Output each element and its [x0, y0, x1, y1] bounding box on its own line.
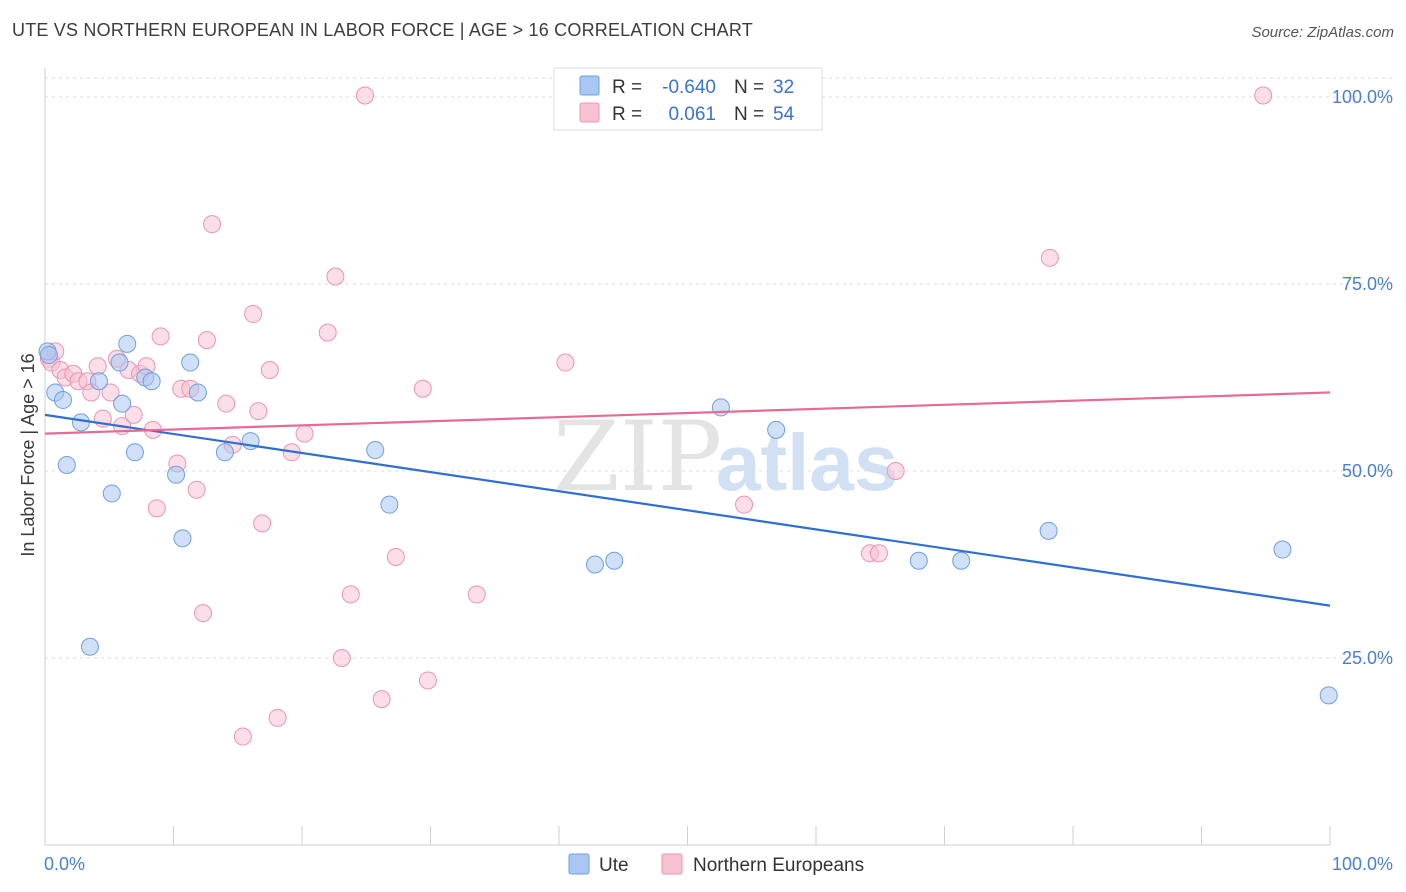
ute-point [167, 465, 186, 484]
legend-n-value-ute: 32 [773, 77, 794, 98]
northern-europeans-point [233, 727, 252, 746]
ute-point [173, 529, 192, 548]
northern-europeans-point [197, 331, 216, 350]
northern-europeans-point [318, 323, 337, 342]
northern-europeans-point [253, 514, 272, 533]
x-tick-label: 100.0% [1332, 854, 1393, 874]
northern-europeans-point [341, 585, 360, 604]
y-tick-label: 75.0% [1342, 274, 1393, 294]
series-ute-points [38, 334, 1338, 705]
trend-lines [44, 391, 1331, 607]
northern-europeans-point [467, 585, 486, 604]
northern-europeans-point [187, 480, 206, 499]
ute-point [80, 637, 99, 656]
northern-europeans-point [260, 361, 279, 380]
northern-europeans-point [332, 649, 351, 667]
ute-point [53, 390, 72, 409]
legend-r-label-ute: R = [612, 77, 642, 98]
watermark-atlas: atlas [716, 418, 898, 507]
ute-point [39, 346, 58, 365]
northern-europeans-point [151, 327, 170, 346]
watermark: ZIP atlas [553, 401, 898, 513]
ute-point [113, 394, 132, 413]
ute-point [380, 495, 399, 514]
ute-point [57, 456, 76, 475]
ute-point [711, 398, 730, 417]
bottom-legend-label-northern-europeans: Northern Europeans [693, 855, 864, 876]
northern-europeans-point [326, 267, 345, 286]
northern-europeans-point [735, 495, 754, 514]
northern-europeans-point [268, 708, 287, 727]
x-tick-labels: 0.0% 100.0% [44, 854, 1393, 874]
northern-europeans-point [886, 462, 905, 480]
ute-point [102, 484, 121, 503]
ute-point [952, 551, 971, 570]
northern-europeans-point [418, 671, 437, 690]
ute-point [188, 383, 207, 402]
northern-europeans-point [244, 304, 263, 323]
ute-point [1273, 540, 1292, 559]
northern-europeans-point [372, 690, 391, 709]
northern-europeans-point [194, 604, 213, 623]
northern-europeans-point [355, 86, 374, 105]
ute-point [215, 443, 234, 462]
northern-europeans-point [203, 215, 222, 234]
northern-europeans-point [556, 353, 575, 372]
x-tick-label: 0.0% [44, 854, 85, 874]
ute-point [89, 372, 108, 391]
chart-source: Source: ZipAtlas.com [1251, 24, 1394, 41]
y-tick-label: 100.0% [1332, 87, 1393, 107]
legend-r-value-northern-europeans: 0.061 [668, 104, 716, 125]
bottom-legend-label-ute: Ute [599, 855, 629, 876]
grid-lines [45, 77, 1393, 659]
y-tick-label: 25.0% [1342, 648, 1393, 668]
northern-europeans-point [101, 383, 120, 402]
legend-n-value-northern-europeans: 54 [773, 104, 795, 125]
y-tick-labels: 25.0% 50.0% 75.0% 100.0% [1332, 87, 1393, 668]
y-axis-label: In Labor Force | Age > 16 [18, 353, 38, 556]
axes [44, 68, 1331, 846]
ute-point [181, 353, 200, 372]
ute-trend-line [44, 413, 1331, 607]
legend-swatch-northern-europeans [579, 102, 600, 123]
ute-point [71, 413, 90, 432]
ute-point [125, 443, 144, 462]
ute-point [767, 420, 786, 439]
northern-europeans-point [1040, 248, 1059, 267]
ute-point [909, 551, 928, 570]
watermark-zip: ZIP [553, 401, 722, 513]
northern-europeans-point [869, 544, 888, 563]
legend: R = -0.640 N = 32 R = 0.061 N = 54 [553, 67, 823, 131]
legend-n-label-northern-europeans: N = [734, 104, 764, 125]
ute-point [1319, 686, 1338, 705]
ute-point [1039, 521, 1058, 540]
northern-europeans-point [1254, 86, 1273, 105]
bottom-legend: Ute Northern Europeans [568, 853, 864, 876]
legend-r-value-ute: -0.640 [662, 77, 716, 98]
legend-swatch-ute [579, 75, 600, 96]
ute-point [605, 551, 624, 570]
ute-point [366, 441, 385, 460]
ute-point [142, 372, 161, 391]
ute-point [110, 353, 129, 372]
northern-europeans-point [217, 394, 236, 413]
northern-europeans-point [295, 424, 314, 443]
northern-europeans-point [88, 357, 107, 376]
northern-europeans-point [147, 499, 166, 518]
ute-point [118, 334, 137, 353]
chart-title: UTE VS NORTHERN EUROPEAN IN LABOR FORCE … [12, 20, 753, 40]
northern-europeans-point [124, 405, 143, 424]
y-tick-label: 50.0% [1342, 461, 1393, 481]
northern-europeans-point [386, 548, 405, 567]
bottom-legend-swatch-northern-europeans [661, 853, 683, 875]
northern-europeans-trend-line [44, 391, 1331, 435]
legend-r-label-northern-europeans: R = [612, 104, 642, 125]
legend-n-label-ute: N = [734, 77, 764, 98]
northern-europeans-point [249, 402, 268, 421]
series-northern-europeans-points [39, 86, 1273, 746]
ute-point [585, 555, 604, 574]
northern-europeans-point [413, 379, 432, 398]
bottom-legend-swatch-ute [568, 853, 590, 875]
